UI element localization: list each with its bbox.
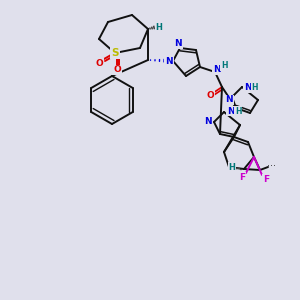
Text: H: H	[221, 61, 227, 70]
Text: N: N	[204, 116, 212, 125]
Text: N: N	[244, 83, 252, 92]
Text: N: N	[213, 65, 221, 74]
Text: N: N	[225, 95, 233, 104]
Text: N: N	[165, 56, 173, 65]
Text: H: H	[235, 106, 241, 116]
Text: O: O	[113, 65, 121, 74]
Text: H: H	[252, 83, 258, 92]
Text: N: N	[174, 40, 182, 49]
Text: F: F	[239, 172, 245, 182]
Text: H: H	[229, 163, 236, 172]
Text: O: O	[206, 91, 214, 100]
Text: S: S	[111, 48, 119, 58]
Text: F: F	[263, 175, 269, 184]
Text: O: O	[95, 58, 103, 68]
Text: ···: ···	[268, 161, 277, 171]
Text: N: N	[227, 106, 235, 116]
Text: H: H	[156, 22, 162, 32]
